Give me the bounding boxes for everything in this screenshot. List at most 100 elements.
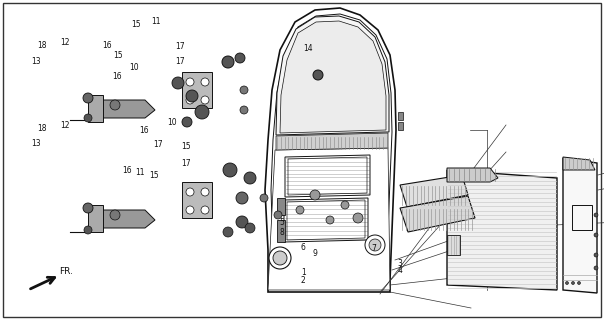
Circle shape	[236, 192, 248, 204]
Text: 4: 4	[397, 266, 402, 275]
Circle shape	[240, 106, 248, 114]
Circle shape	[577, 282, 580, 284]
Polygon shape	[398, 112, 403, 120]
Polygon shape	[398, 122, 403, 130]
Circle shape	[222, 56, 234, 68]
Text: 16: 16	[103, 41, 112, 50]
Circle shape	[310, 190, 320, 200]
Text: 17: 17	[181, 159, 191, 168]
Circle shape	[260, 194, 268, 202]
Circle shape	[110, 210, 120, 220]
Polygon shape	[182, 72, 212, 108]
Circle shape	[571, 282, 574, 284]
Circle shape	[594, 266, 598, 270]
Circle shape	[236, 216, 248, 228]
Text: 15: 15	[149, 171, 159, 180]
Text: 12: 12	[60, 121, 70, 130]
Polygon shape	[88, 95, 103, 122]
Polygon shape	[182, 182, 212, 218]
Text: 15: 15	[114, 51, 123, 60]
Circle shape	[84, 226, 92, 234]
Text: 6: 6	[301, 243, 306, 252]
Text: 12: 12	[60, 38, 70, 47]
Circle shape	[313, 70, 323, 80]
Text: 16: 16	[112, 72, 121, 81]
Circle shape	[565, 282, 568, 284]
Circle shape	[201, 78, 209, 86]
Text: 13: 13	[31, 57, 41, 66]
Polygon shape	[88, 205, 103, 232]
Circle shape	[594, 253, 598, 257]
Circle shape	[245, 223, 255, 233]
Text: 15: 15	[131, 20, 141, 28]
Polygon shape	[563, 158, 597, 293]
Polygon shape	[100, 210, 155, 228]
Polygon shape	[563, 157, 595, 170]
Polygon shape	[100, 100, 155, 118]
Text: 13: 13	[31, 139, 41, 148]
Circle shape	[353, 213, 363, 223]
Text: FR.: FR.	[59, 268, 73, 276]
Polygon shape	[276, 133, 388, 150]
Circle shape	[296, 206, 304, 214]
Text: 11: 11	[151, 17, 161, 26]
Circle shape	[110, 100, 120, 110]
Text: 18: 18	[37, 41, 47, 50]
Circle shape	[83, 203, 93, 213]
Circle shape	[326, 216, 334, 224]
Text: 17: 17	[153, 140, 163, 149]
Text: 3: 3	[397, 259, 402, 268]
Circle shape	[594, 213, 598, 217]
Text: 1: 1	[301, 268, 306, 277]
Polygon shape	[277, 220, 285, 242]
Circle shape	[223, 163, 237, 177]
Circle shape	[240, 86, 248, 94]
Circle shape	[201, 188, 209, 196]
Text: 5: 5	[280, 218, 284, 227]
Text: 10: 10	[167, 118, 177, 127]
Polygon shape	[447, 235, 460, 255]
Polygon shape	[447, 170, 557, 290]
Text: 9: 9	[313, 249, 318, 258]
Circle shape	[244, 172, 256, 184]
Polygon shape	[268, 148, 390, 290]
Circle shape	[182, 117, 192, 127]
Circle shape	[369, 239, 381, 251]
Circle shape	[273, 251, 287, 265]
Text: 8: 8	[280, 228, 284, 237]
Circle shape	[186, 188, 194, 196]
Circle shape	[201, 206, 209, 214]
Circle shape	[235, 53, 245, 63]
Circle shape	[195, 105, 209, 119]
Circle shape	[186, 206, 194, 214]
Polygon shape	[280, 21, 386, 133]
Polygon shape	[400, 196, 475, 232]
Text: 7: 7	[371, 244, 376, 253]
Text: 14: 14	[303, 44, 313, 53]
Text: 17: 17	[175, 42, 185, 51]
Circle shape	[269, 247, 291, 269]
Circle shape	[594, 233, 598, 237]
Circle shape	[341, 201, 349, 209]
Circle shape	[186, 90, 198, 102]
Text: 16: 16	[122, 166, 132, 175]
Text: 16: 16	[139, 126, 149, 135]
Polygon shape	[265, 8, 396, 292]
Text: 11: 11	[135, 168, 145, 177]
Circle shape	[186, 78, 194, 86]
Circle shape	[274, 211, 282, 219]
Text: 15: 15	[181, 142, 191, 151]
Circle shape	[365, 235, 385, 255]
Circle shape	[223, 227, 233, 237]
Circle shape	[186, 96, 194, 104]
Text: 17: 17	[175, 57, 185, 66]
Circle shape	[84, 114, 92, 122]
Text: 10: 10	[129, 63, 139, 72]
Circle shape	[172, 77, 184, 89]
Circle shape	[83, 93, 93, 103]
Circle shape	[201, 96, 209, 104]
Polygon shape	[276, 16, 389, 135]
Text: 18: 18	[37, 124, 47, 133]
Polygon shape	[277, 198, 285, 215]
Polygon shape	[447, 168, 498, 182]
